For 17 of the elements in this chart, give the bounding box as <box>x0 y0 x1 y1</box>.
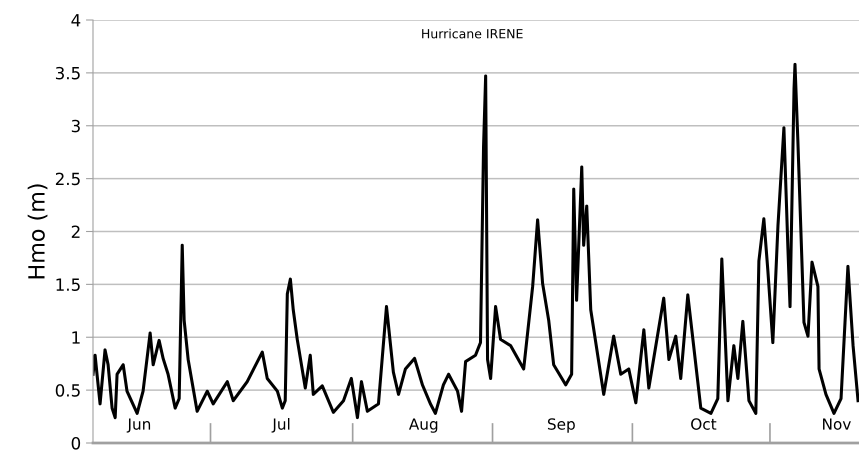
x-tick-label: Sep <box>548 418 575 433</box>
y-tick-label: 1 <box>72 331 80 344</box>
y-tick-label: 3.5 <box>56 66 80 80</box>
y-tick-label: 0 <box>72 436 80 450</box>
y-tick-label: 4 <box>71 14 80 26</box>
y-axis-title: Hmo (m) <box>28 184 48 278</box>
x-tick-label: Jun <box>126 418 150 433</box>
y-tick-label: 0.5 <box>56 384 80 397</box>
x-tick-label: Jul <box>272 418 290 433</box>
x-tick-label: Aug <box>408 418 438 433</box>
annotation: Hurricane IRENE <box>422 28 523 38</box>
y-tick-label: 1.5 <box>56 278 80 291</box>
x-tick-label: Oct <box>691 418 716 430</box>
x-tick-label: Nov <box>823 418 851 430</box>
y-tick-label: 2 <box>72 225 80 238</box>
y-tick-label: 3 <box>72 120 80 132</box>
y-tick-label: 2.5 <box>56 172 80 186</box>
